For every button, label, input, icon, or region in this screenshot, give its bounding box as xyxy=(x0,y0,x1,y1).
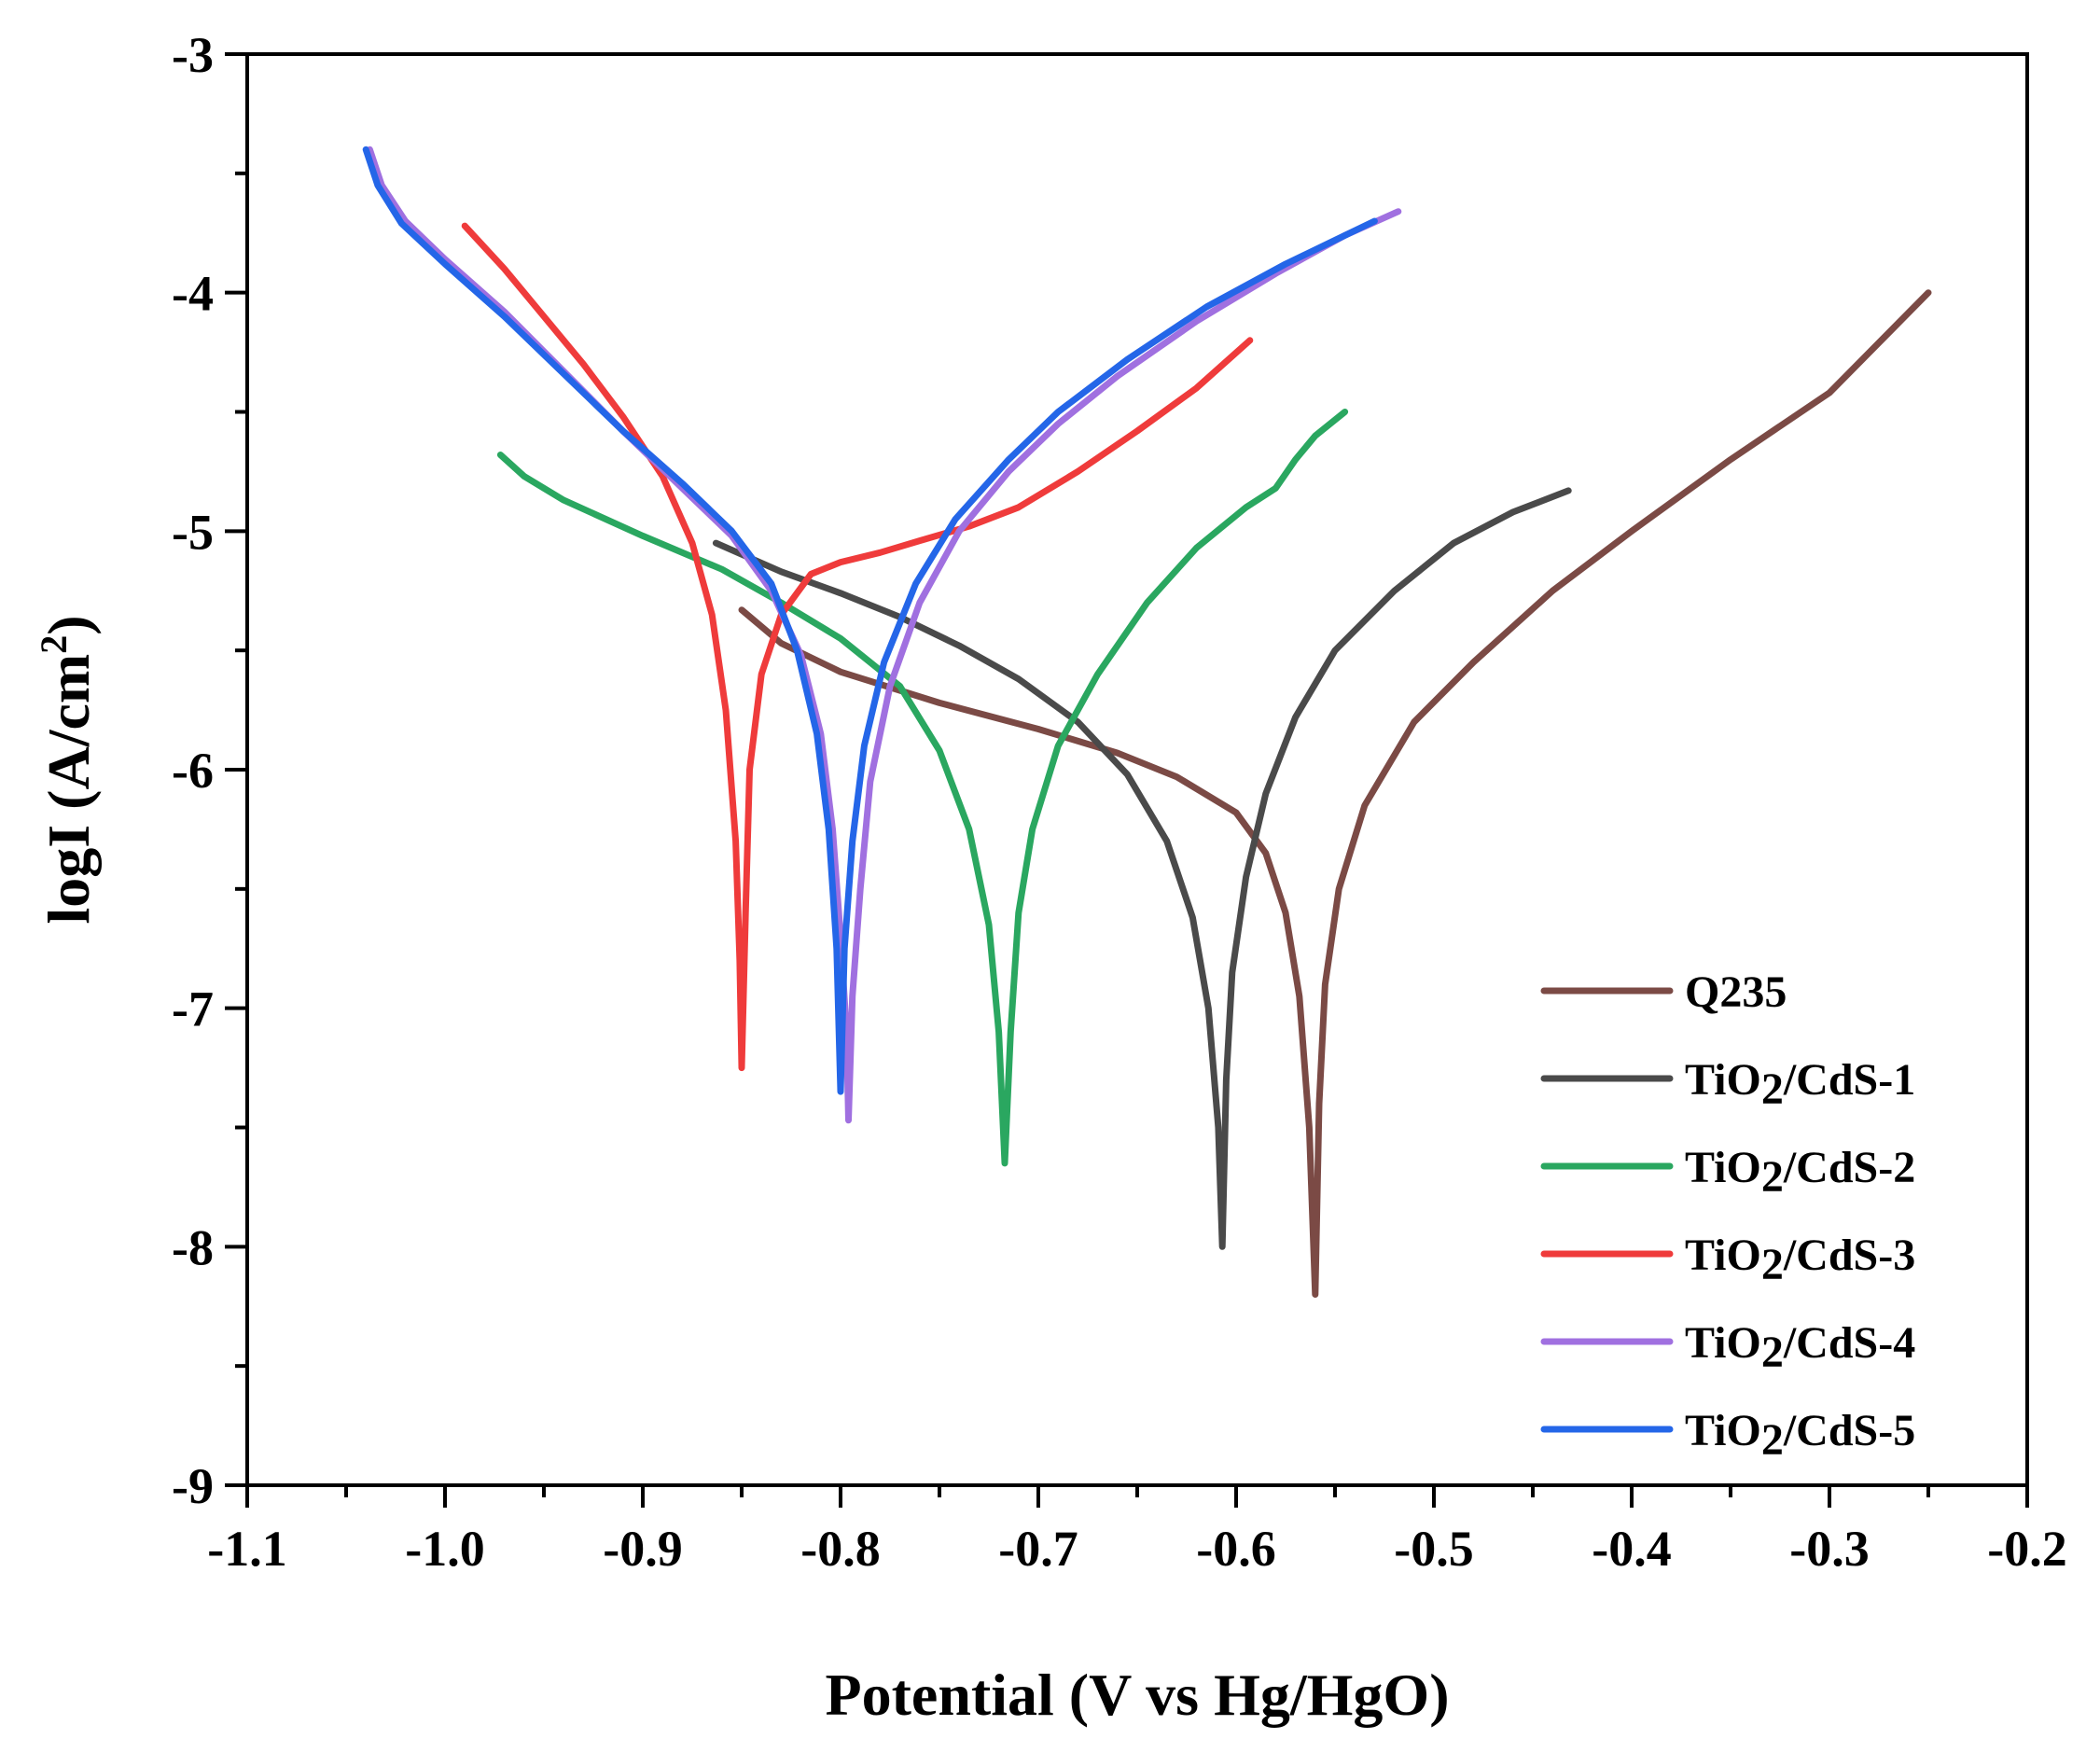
legend-label-4: TiO2/CdS-3 xyxy=(1685,1231,1915,1289)
y-tick-label: -6 xyxy=(172,743,214,799)
series-line-2 xyxy=(712,487,1572,1250)
legend-label-2: TiO2/CdS-1 xyxy=(1685,1055,1915,1114)
y-axis-title: logI (A/cm2) xyxy=(33,615,102,924)
x-tick-label: -0.8 xyxy=(800,1521,880,1577)
y-tick-label: -7 xyxy=(172,981,214,1037)
series-line-6 xyxy=(362,146,1378,1095)
legend-label-1: Q235 xyxy=(1685,967,1787,1017)
y-tick-label: -5 xyxy=(172,504,214,560)
x-tick-label: -0.2 xyxy=(1987,1521,2066,1577)
x-axis-title: Potential (V vs Hg/HgO) xyxy=(826,1662,1450,1728)
x-tick-label: -0.4 xyxy=(1592,1521,1671,1577)
x-tick-label: -1.0 xyxy=(405,1521,484,1577)
x-tick-label: -0.7 xyxy=(998,1521,1078,1577)
series-line-3 xyxy=(496,409,1349,1167)
legend-label-3: TiO2/CdS-2 xyxy=(1685,1143,1915,1202)
x-tick-label: -1.1 xyxy=(207,1521,286,1577)
x-tick-label: -0.5 xyxy=(1394,1521,1473,1577)
y-tick-label: -4 xyxy=(172,266,214,322)
legend-label-5: TiO2/CdS-4 xyxy=(1685,1318,1915,1377)
y-tick-label: -9 xyxy=(172,1458,214,1514)
series-line-4 xyxy=(461,222,1254,1072)
y-tick-label: -3 xyxy=(172,27,214,83)
x-tick-label: -0.3 xyxy=(1789,1521,1869,1577)
series-line-1 xyxy=(738,289,1932,1298)
legend-label-6: TiO2/CdS-5 xyxy=(1685,1406,1915,1465)
x-tick-label: -0.9 xyxy=(603,1521,682,1577)
x-tick-label: -0.6 xyxy=(1196,1521,1275,1577)
y-tick-label: -8 xyxy=(172,1219,214,1275)
